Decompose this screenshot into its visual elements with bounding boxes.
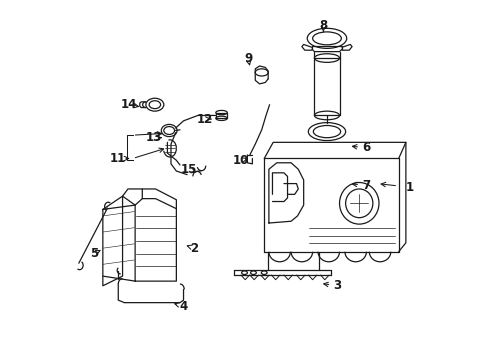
Text: 10: 10 xyxy=(232,154,248,167)
Text: 3: 3 xyxy=(333,279,341,292)
Text: 12: 12 xyxy=(197,113,213,126)
Text: 5: 5 xyxy=(90,247,98,260)
Text: 6: 6 xyxy=(362,141,370,154)
Text: 7: 7 xyxy=(362,179,370,192)
Text: 2: 2 xyxy=(190,242,198,255)
Text: 13: 13 xyxy=(146,131,162,144)
Text: 9: 9 xyxy=(244,51,252,64)
Text: 11: 11 xyxy=(110,152,126,165)
Text: 14: 14 xyxy=(121,98,137,111)
Text: 15: 15 xyxy=(181,163,197,176)
Text: 1: 1 xyxy=(405,181,413,194)
Text: 4: 4 xyxy=(179,300,187,313)
Text: 8: 8 xyxy=(319,19,327,32)
